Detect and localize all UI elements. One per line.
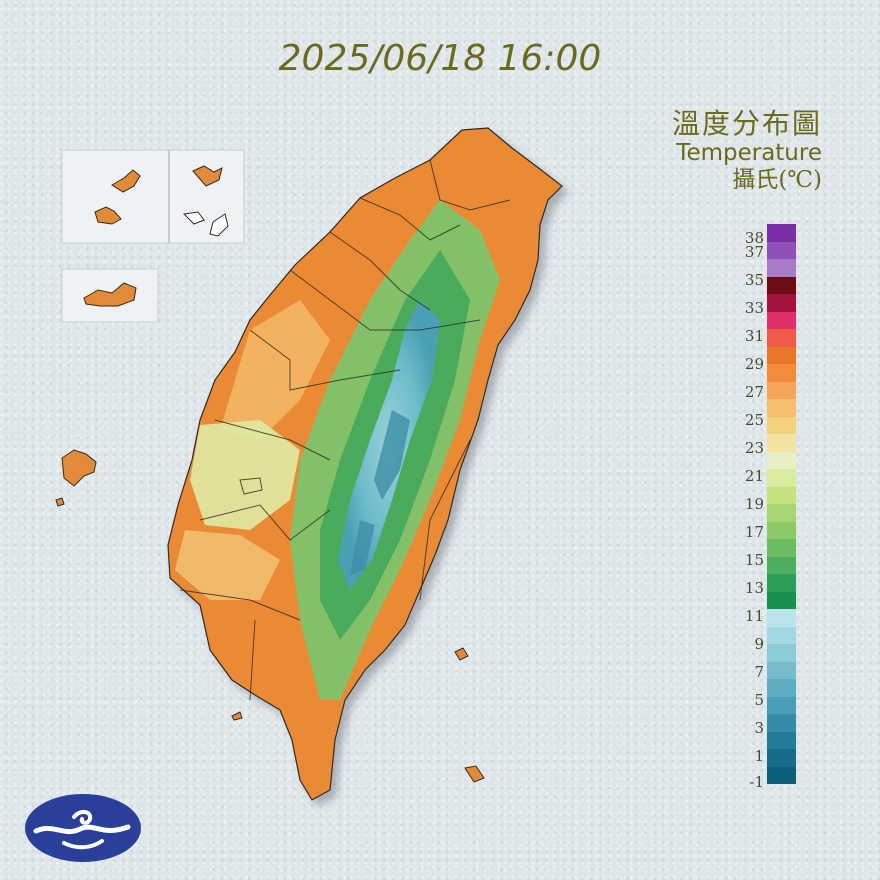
inset-island-1 — [94, 206, 122, 225]
colorbar-tick-label: 1 — [754, 747, 764, 765]
colorbar-swatch — [767, 416, 796, 434]
colorbar-tick-label: 11 — [744, 607, 764, 625]
colorbar-swatch — [767, 241, 796, 259]
colorbar-swatch — [767, 609, 796, 627]
colorbar-swatch — [767, 451, 796, 469]
colorbar-tick-label: 19 — [744, 495, 764, 513]
colorbar-swatch — [767, 626, 796, 644]
penghu-islet — [55, 497, 65, 507]
colorbar-tick-label: -1 — [749, 773, 764, 791]
colorbar-swatch — [767, 679, 796, 697]
colorbar-swatch — [767, 504, 796, 522]
inset-divider — [168, 150, 170, 243]
colorbar-tick-label: 17 — [744, 523, 764, 541]
inset-island-3 — [192, 165, 223, 187]
colorbar-swatch — [767, 556, 796, 574]
colorbar-tick-labels: 38 37 35 33 31 29 27 25 23 21 19 17 15 13 11 9 7 5 3 1 -1 — [728, 224, 764, 791]
colorbar-tick-label: 13 — [744, 579, 764, 597]
map-timestamp: 2025/06/18 16:00 — [278, 38, 602, 79]
legend-title: 溫度分布圖 Temperature 攝氏(℃) — [671, 107, 822, 193]
temperature-colorbar — [767, 224, 796, 784]
colorbar-swatch — [767, 259, 796, 277]
green-island — [454, 647, 469, 661]
colorbar-swatch — [767, 294, 796, 312]
colorbar-tick-label: 3 — [754, 719, 764, 737]
colorbar-swatch — [767, 364, 796, 382]
colorbar-tick-label: 29 — [744, 355, 764, 373]
colorbar-swatch — [767, 434, 796, 452]
colorbar-swatch — [767, 731, 796, 749]
colorbar-swatch — [767, 661, 796, 679]
orchid-island — [464, 765, 485, 783]
colorbar-tick-label: 21 — [744, 467, 764, 485]
colorbar-swatch — [767, 766, 796, 784]
colorbar-tick-label: 9 — [754, 635, 764, 653]
inset-island-kinmen — [83, 282, 137, 307]
colorbar-swatch — [767, 574, 796, 592]
colorbar-swatch — [767, 591, 796, 609]
colorbar-swatch — [767, 644, 796, 662]
colorbar-swatch — [767, 539, 796, 557]
legend-title-zh: 溫度分布圖 — [671, 107, 822, 140]
colorbar-tick-label: 25 — [744, 411, 764, 429]
penghu-island — [61, 449, 97, 487]
colorbar-tick-label: 38 — [744, 229, 764, 247]
legend-unit: 攝氏(℃) — [732, 166, 822, 193]
colorbar-swatch — [767, 749, 796, 767]
inset-island-5 — [209, 213, 229, 237]
colorbar-swatch — [767, 469, 796, 487]
colorbar-tick-label: 27 — [744, 383, 764, 401]
colorbar-swatch — [767, 696, 796, 714]
colorbar-swatch — [767, 224, 796, 242]
colorbar-swatch — [767, 521, 796, 539]
colorbar-swatch — [767, 486, 796, 504]
cwa-cloud-logo-icon — [25, 794, 141, 862]
colorbar-tick-label: 31 — [744, 327, 764, 345]
colorbar-swatch — [767, 381, 796, 399]
colorbar-swatch — [767, 276, 796, 294]
xiaoliuqiu-island — [231, 711, 243, 721]
colorbar-swatch — [767, 399, 796, 417]
colorbar-tick-label: 7 — [754, 663, 764, 681]
colorbar-swatch — [767, 346, 796, 364]
colorbar-swatch — [767, 329, 796, 347]
colorbar-swatch — [767, 311, 796, 329]
colorbar-tick-label: 35 — [744, 271, 764, 289]
inset-island-4 — [182, 211, 205, 225]
colorbar-tick-label: 5 — [754, 691, 764, 709]
colorbar-tick-label: 23 — [744, 439, 764, 457]
legend-title-en: Temperature — [676, 140, 822, 167]
colorbar-tick-label: 15 — [744, 551, 764, 569]
colorbar-swatch — [767, 714, 796, 732]
inset-island-2 — [111, 169, 141, 193]
colorbar-tick-label: 37 — [744, 243, 764, 261]
taiwan-island — [167, 127, 563, 801]
colorbar-tick-label: 33 — [744, 299, 764, 317]
